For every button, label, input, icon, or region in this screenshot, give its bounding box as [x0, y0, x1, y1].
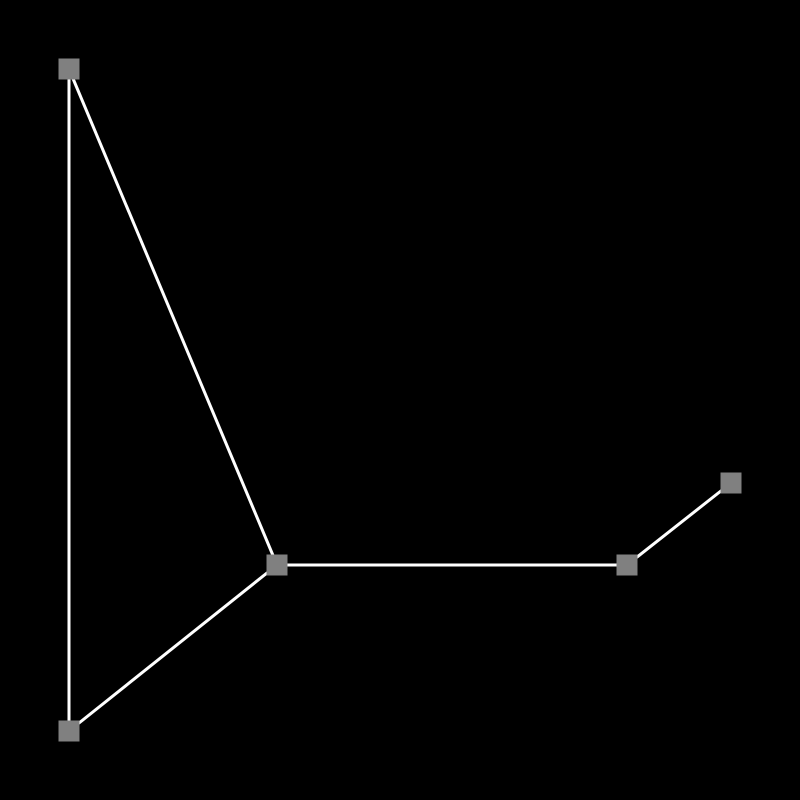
node-n3 [58, 720, 80, 742]
node-n4 [616, 554, 638, 576]
edge-n1-n2 [67, 68, 279, 566]
node-n5 [720, 472, 742, 494]
edges-layer [67, 68, 732, 733]
node-n2 [266, 554, 288, 576]
node-n1 [58, 58, 80, 80]
edge-n2-n3 [68, 563, 278, 733]
nodes-layer [58, 58, 742, 742]
edge-n4-n5 [626, 481, 732, 567]
